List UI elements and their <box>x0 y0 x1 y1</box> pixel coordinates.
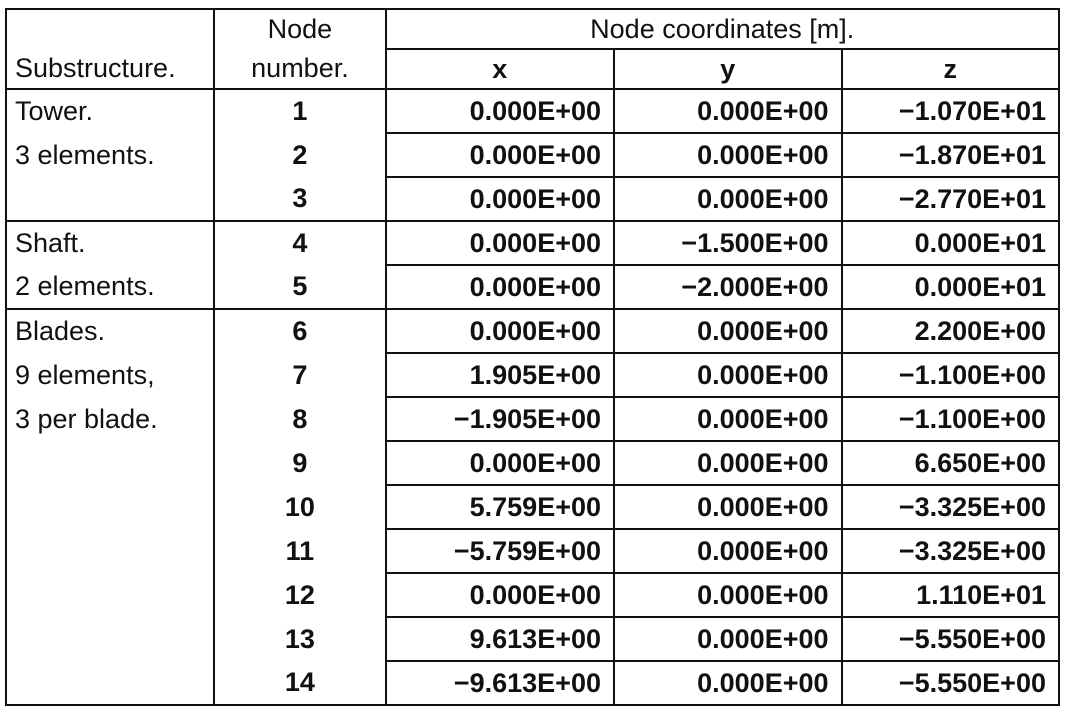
z-coordinate: 1.110E+01 <box>840 572 1060 618</box>
y-coordinate: 0.000E+00 <box>613 352 843 398</box>
substructure-label <box>4 485 216 529</box>
node-number: 13 <box>214 617 387 661</box>
x-coordinate: 0.000E+00 <box>384 264 615 310</box>
x-coordinate: −5.759E+00 <box>384 528 615 574</box>
table-row: 9 0.000E+00 0.000E+00 6.650E+00 <box>4 440 1060 486</box>
substructure-header-blank <box>4 8 216 49</box>
z-coordinate: −2.770E+01 <box>840 176 1060 222</box>
node-number: 4 <box>214 220 387 265</box>
substructure-label: 2 elements. <box>4 265 216 309</box>
table-row: 2 elements. 5 0.000E+00 −2.000E+00 0.000E+01 <box>4 264 1060 310</box>
table-row: 14 −9.613E+00 0.000E+00 −5.550E+00 <box>4 660 1060 706</box>
table-row: 3 0.000E+00 0.000E+00 −2.770E+01 <box>4 176 1060 222</box>
table-row: 10 5.759E+00 0.000E+00 −3.325E+00 <box>4 484 1060 530</box>
z-coordinate: −1.100E+00 <box>840 396 1060 442</box>
node-number: 8 <box>214 397 387 441</box>
x-coordinate: 0.000E+00 <box>384 220 615 266</box>
node-coordinates-table: Node Node coordinates [m]. Substructure.… <box>4 8 1060 706</box>
substructure-label <box>4 177 216 221</box>
y-coordinate: 0.000E+00 <box>613 572 843 618</box>
table-row: 12 0.000E+00 0.000E+00 1.110E+01 <box>4 572 1060 618</box>
table-row: 11 −5.759E+00 0.000E+00 −3.325E+00 <box>4 528 1060 574</box>
substructure-header: Substructure. <box>4 49 216 89</box>
y-coordinate: 0.000E+00 <box>613 616 843 662</box>
y-coordinate: 0.000E+00 <box>613 88 843 134</box>
z-coordinate: −1.100E+00 <box>840 352 1060 398</box>
node-number: 12 <box>214 573 387 617</box>
node-number-header-line2: number. <box>214 49 387 89</box>
node-coordinates-header: Node coordinates [m]. <box>384 8 1060 50</box>
node-number: 2 <box>214 133 387 177</box>
x-coordinate: 0.000E+00 <box>384 88 615 134</box>
node-number: 10 <box>214 485 387 529</box>
y-header: y <box>613 48 843 90</box>
table-row: Tower. 1 0.000E+00 0.000E+00 −1.070E+01 <box>4 88 1060 134</box>
z-coordinate: −5.550E+00 <box>840 660 1060 706</box>
node-number: 7 <box>214 353 387 397</box>
z-header: z <box>840 48 1060 90</box>
y-coordinate: 0.000E+00 <box>613 176 843 222</box>
y-coordinate: 0.000E+00 <box>613 308 843 354</box>
z-coordinate: −1.070E+01 <box>840 88 1060 134</box>
x-coordinate: 5.759E+00 <box>384 484 615 530</box>
header-row-1: Node Node coordinates [m]. <box>4 8 1060 50</box>
x-coordinate: 0.000E+00 <box>384 440 615 486</box>
table-row: 3 elements. 2 0.000E+00 0.000E+00 −1.870E+01 <box>4 132 1060 178</box>
substructure-label <box>4 617 216 661</box>
x-coordinate: −9.613E+00 <box>384 660 615 706</box>
substructure-label <box>4 441 216 485</box>
substructure-label <box>4 529 216 573</box>
substructure-label: Tower. <box>4 88 216 133</box>
node-number: 6 <box>214 308 387 353</box>
table-row: 13 9.613E+00 0.000E+00 −5.550E+00 <box>4 616 1060 662</box>
node-number: 1 <box>214 88 387 133</box>
y-coordinate: 0.000E+00 <box>613 396 843 442</box>
table-row: Shaft. 4 0.000E+00 −1.500E+00 0.000E+01 <box>4 220 1060 266</box>
z-coordinate: 0.000E+01 <box>840 264 1060 310</box>
node-number: 11 <box>214 529 387 573</box>
z-coordinate: −1.870E+01 <box>840 132 1060 178</box>
y-coordinate: −1.500E+00 <box>613 220 843 266</box>
y-coordinate: 0.000E+00 <box>613 440 843 486</box>
node-number: 14 <box>214 661 387 706</box>
x-coordinate: −1.905E+00 <box>384 396 615 442</box>
y-coordinate: 0.000E+00 <box>613 132 843 178</box>
y-coordinate: 0.000E+00 <box>613 528 843 574</box>
substructure-label: 9 elements, <box>4 353 216 397</box>
substructure-label: 3 elements. <box>4 133 216 177</box>
table-row: 9 elements, 7 1.905E+00 0.000E+00 −1.100E+00 <box>4 352 1060 398</box>
table-row: Blades. 6 0.000E+00 0.000E+00 2.200E+00 <box>4 308 1060 354</box>
substructure-label: 3 per blade. <box>4 397 216 441</box>
node-number: 3 <box>214 177 387 221</box>
z-coordinate: −5.550E+00 <box>840 616 1060 662</box>
z-coordinate: 2.200E+00 <box>840 308 1060 354</box>
node-number-header-line1: Node <box>214 8 387 49</box>
x-coordinate: 9.613E+00 <box>384 616 615 662</box>
y-coordinate: 0.000E+00 <box>613 660 843 706</box>
table-row: 3 per blade. 8 −1.905E+00 0.000E+00 −1.100E+… <box>4 396 1060 442</box>
substructure-label <box>4 573 216 617</box>
x-coordinate: 0.000E+00 <box>384 132 615 178</box>
substructure-label: Shaft. <box>4 220 216 265</box>
substructure-label: Blades. <box>4 308 216 353</box>
y-coordinate: −2.000E+00 <box>613 264 843 310</box>
z-coordinate: 0.000E+01 <box>840 220 1060 266</box>
x-coordinate: 0.000E+00 <box>384 308 615 354</box>
y-coordinate: 0.000E+00 <box>613 484 843 530</box>
node-number: 5 <box>214 265 387 309</box>
z-coordinate: −3.325E+00 <box>840 528 1060 574</box>
z-coordinate: 6.650E+00 <box>840 440 1060 486</box>
node-number: 9 <box>214 441 387 485</box>
x-coordinate: 0.000E+00 <box>384 572 615 618</box>
x-header: x <box>384 48 615 90</box>
substructure-label <box>4 661 216 706</box>
z-coordinate: −3.325E+00 <box>840 484 1060 530</box>
x-coordinate: 0.000E+00 <box>384 176 615 222</box>
x-coordinate: 1.905E+00 <box>384 352 615 398</box>
header-row-2: Substructure. number. x y z <box>4 48 1060 90</box>
